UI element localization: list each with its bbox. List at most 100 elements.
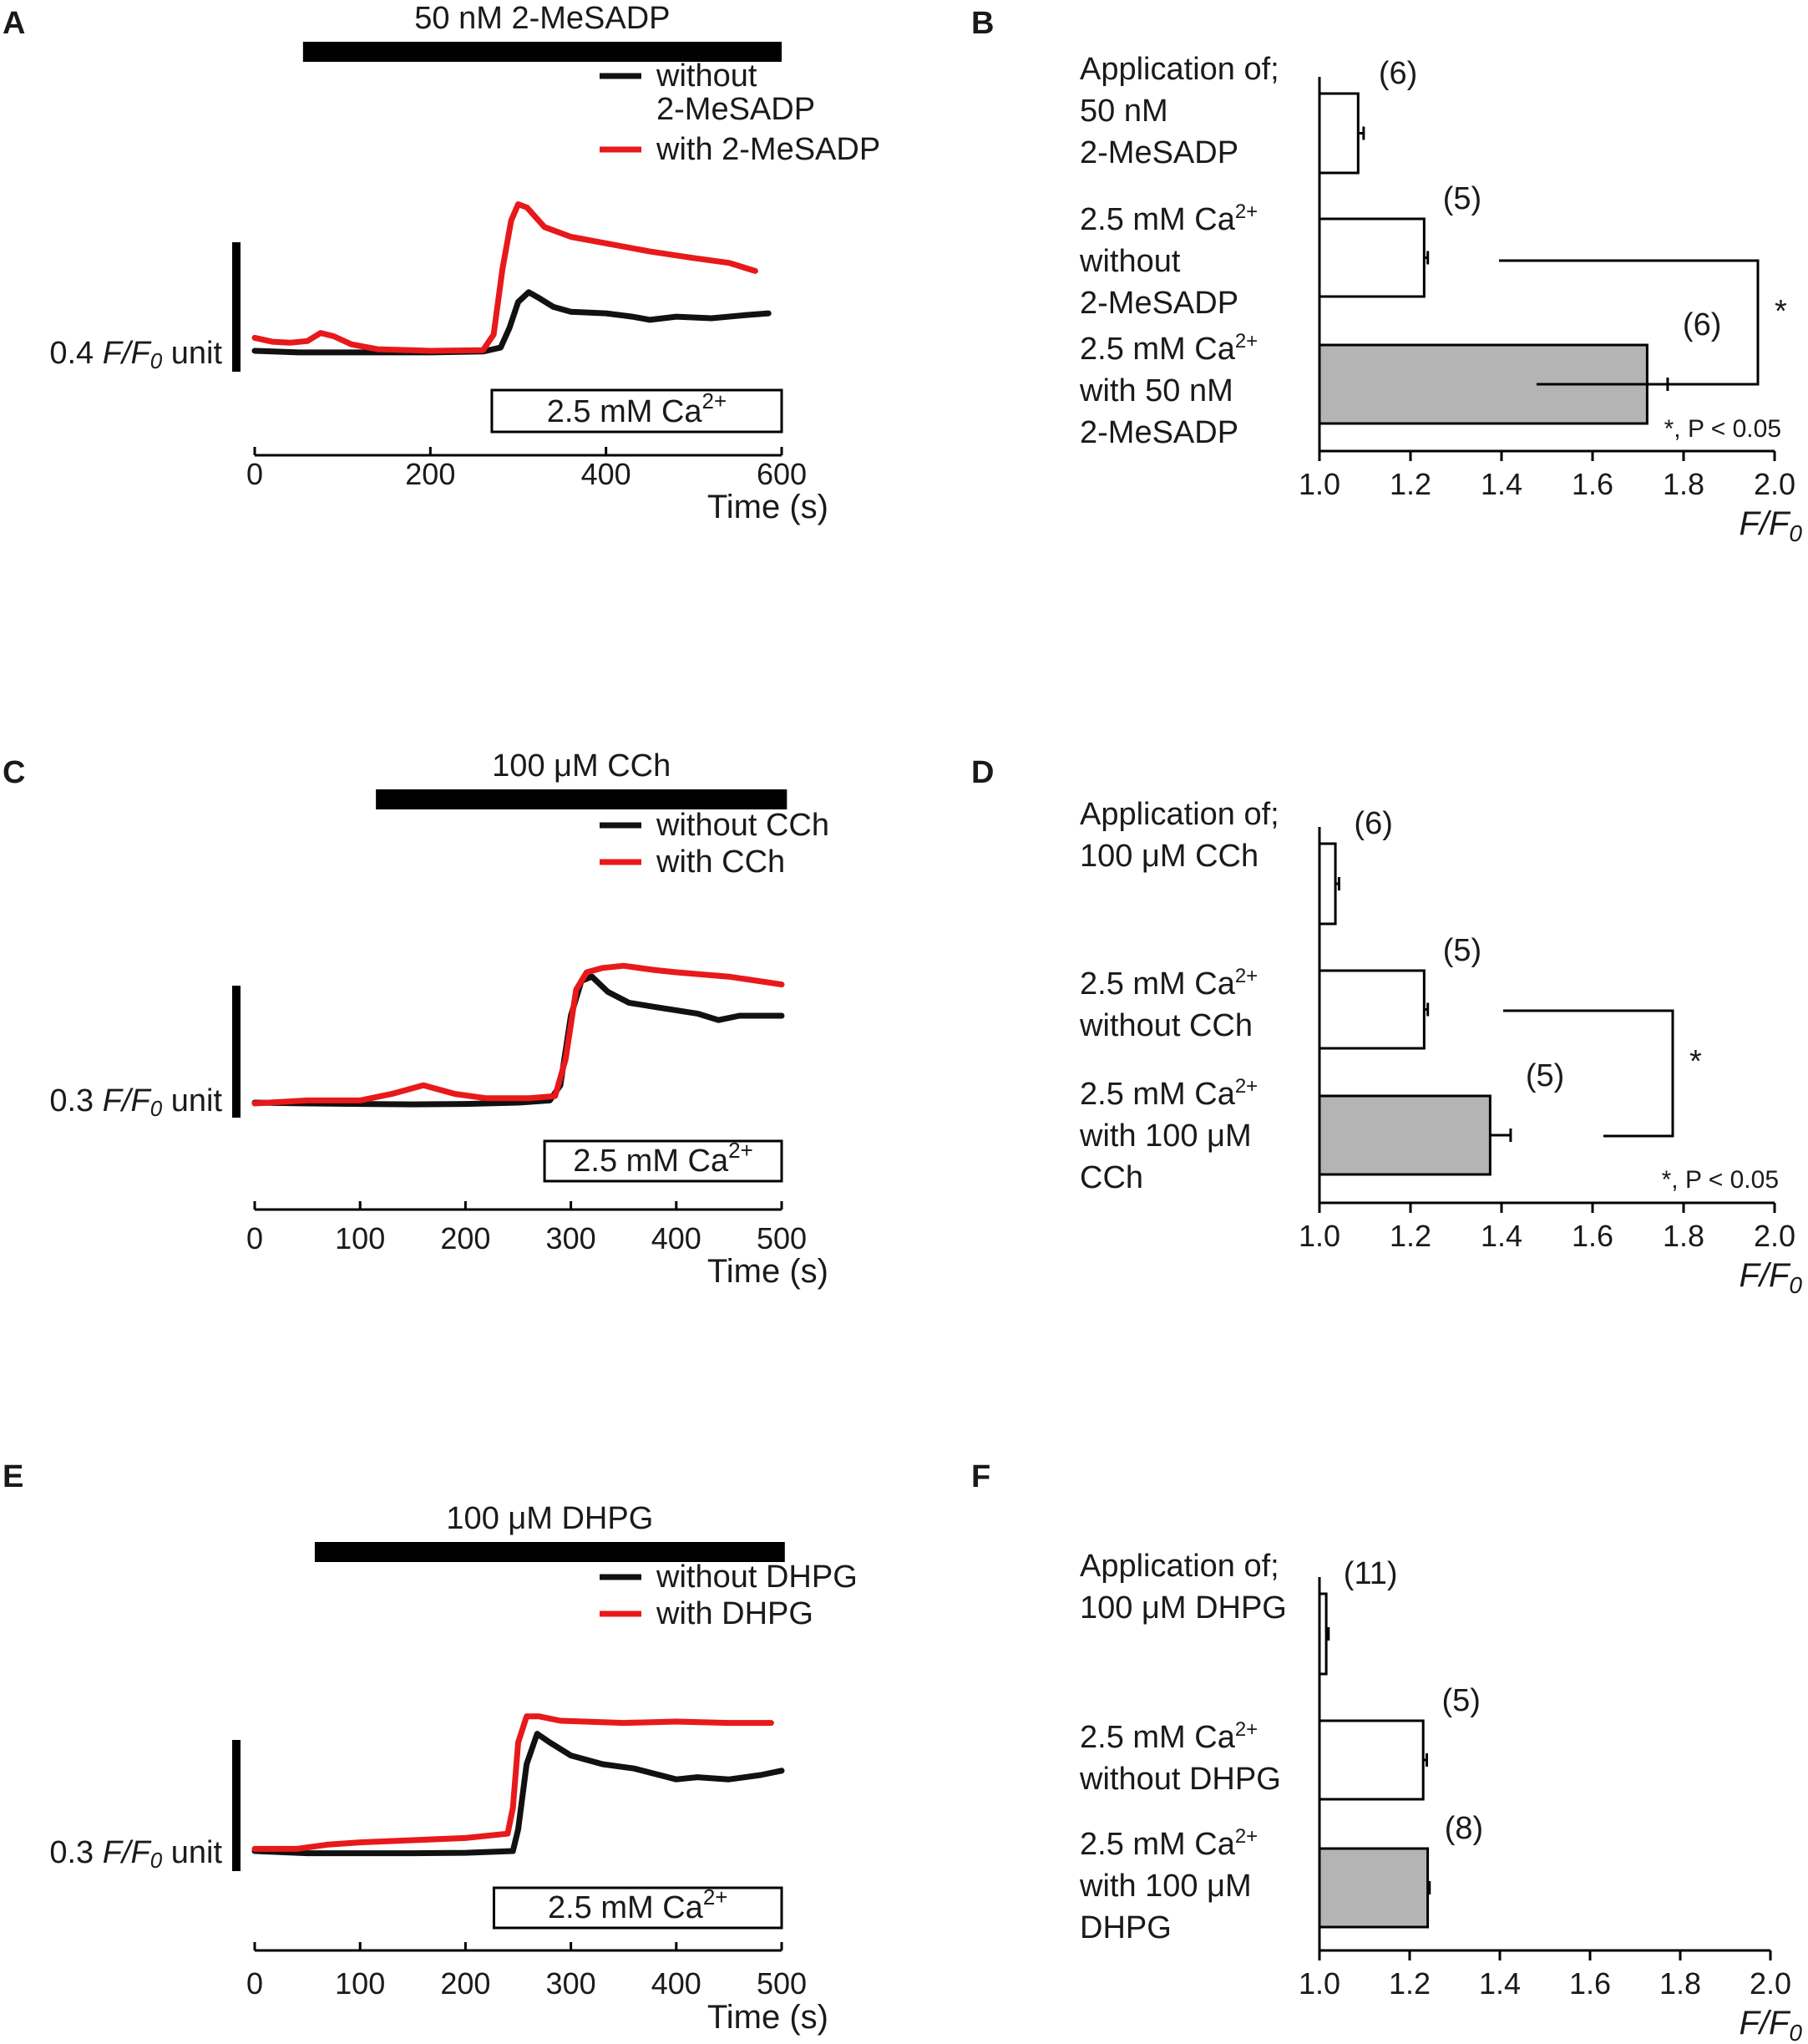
x-tick-label: 200 <box>440 1966 490 2001</box>
category-label: with 100 μM <box>1079 1869 1252 1904</box>
category-label: Application of; <box>1080 52 1279 87</box>
superscript: 2+ <box>1235 200 1258 223</box>
x-tick-label: 300 <box>546 1221 596 1255</box>
bar <box>1318 217 1426 298</box>
scale-value: 0.3 <box>49 1835 102 1870</box>
significance-note: *, P < 0.05 <box>1664 415 1781 443</box>
scale-unit-sub: 0 <box>150 348 163 373</box>
x-tick-label: 100 <box>335 1966 385 2001</box>
category-label: without DHPG <box>1079 1762 1281 1797</box>
category-label: with 50 nM <box>1079 373 1233 408</box>
x-tick-label: 500 <box>757 1966 807 2001</box>
scale-unit-italic: F/F <box>103 1835 152 1870</box>
scale-bar <box>232 1740 241 1871</box>
bar <box>1318 1094 1491 1176</box>
x-tick-label: 2.0 <box>1754 1219 1795 1253</box>
calcium-label: 2.5 mM Ca2+ <box>548 1884 727 1925</box>
scale-unit-sub: 0 <box>150 1848 163 1873</box>
category-label: 50 nM <box>1080 94 1168 129</box>
category-label: Application of; <box>1080 797 1279 832</box>
application-bar <box>314 1542 785 1562</box>
panel-letter: E <box>3 1459 23 1494</box>
category-text-2: 2.5 mM Ca <box>1080 1077 1236 1112</box>
x-axis-title-sub: 0 <box>1789 520 1802 546</box>
application-label: 50 nM 2-MeSADP <box>414 1 670 36</box>
application-bar <box>376 789 788 809</box>
category-text-1: 2.5 mM Ca <box>1080 966 1236 1002</box>
significance-star: * <box>1689 1044 1702 1079</box>
x-tick-label: 600 <box>757 457 807 491</box>
category-label: 2.5 mM Ca2+ <box>1080 330 1258 367</box>
panel-letter: A <box>3 6 25 41</box>
category-text-2: 2.5 mM Ca <box>1080 1827 1236 1862</box>
x-tick-label: 400 <box>651 1966 701 2001</box>
x-tick-label: 0 <box>246 1966 263 2001</box>
significance-bracket <box>1499 259 1760 386</box>
category-label: CCh <box>1080 1160 1143 1195</box>
category-label: without <box>1079 244 1181 279</box>
category-label: 2.5 mM Ca2+ <box>1080 1718 1258 1755</box>
superscript: 2+ <box>1235 330 1258 353</box>
category-text-1: 2.5 mM Ca <box>1080 1720 1236 1755</box>
calcium-label: 2.5 mM Ca2+ <box>547 388 727 429</box>
x-tick-label: 0 <box>246 457 263 491</box>
scale-bar <box>232 986 241 1118</box>
category-label: 2.5 mM Ca2+ <box>1080 200 1258 237</box>
x-tick-label: 1.0 <box>1299 1219 1340 1253</box>
x-tick-label: 1.6 <box>1569 1966 1611 2001</box>
calcium-box <box>492 1886 783 1930</box>
n-label: (5) <box>1443 933 1481 968</box>
x-tick-label: 1.6 <box>1572 467 1613 501</box>
category-text-1: 2.5 mM Ca <box>1080 202 1236 237</box>
calcium-superscript: 2+ <box>703 1884 728 1910</box>
calcium-box <box>543 1139 783 1183</box>
scale-bar <box>232 242 241 372</box>
scale-value: 0.3 <box>49 1083 102 1118</box>
calcium-superscript: 2+ <box>728 1138 753 1163</box>
x-tick-label: 1.8 <box>1659 1966 1701 2001</box>
x-axis-title: F/F0 <box>1739 2005 1802 2044</box>
bar <box>1318 842 1337 926</box>
category-label: with 100 μM <box>1079 1118 1252 1154</box>
application-label: 100 μM DHPG <box>446 1501 653 1536</box>
category-label: 100 μM DHPG <box>1080 1590 1287 1626</box>
x-tick-label: 2.0 <box>1750 1966 1791 2001</box>
bar <box>1318 1719 1425 1801</box>
calcium-text: 2.5 mM Ca <box>548 1890 704 1925</box>
x-tick-label: 1.2 <box>1390 467 1431 501</box>
scale-unit-suffix: unit <box>162 1083 222 1118</box>
application-label: 100 μM CCh <box>492 748 671 784</box>
category-label: 2-MeSADP <box>1080 135 1238 170</box>
category-label: without CCh <box>1079 1008 1253 1043</box>
significance-star: * <box>1775 294 1787 329</box>
category-label: 2.5 mM Ca2+ <box>1080 1075 1258 1112</box>
x-tick-label: 100 <box>335 1221 385 1255</box>
legend-label: without CCh <box>656 808 829 843</box>
category-label: 100 μM CCh <box>1080 839 1259 874</box>
x-tick-label: 1.0 <box>1299 1966 1340 2001</box>
bar <box>1318 969 1426 1050</box>
trace-with-cch <box>251 962 785 1107</box>
scale-unit-italic: F/F <box>103 336 152 371</box>
calcium-superscript: 2+ <box>702 388 727 413</box>
x-tick-label: 1.0 <box>1299 467 1340 501</box>
n-label: (6) <box>1683 307 1721 342</box>
category-text-2: 2.5 mM Ca <box>1080 332 1236 367</box>
trace-without-2-mesadp <box>251 289 772 356</box>
x-axis-title: F/F0 <box>1739 505 1802 546</box>
x-tick-label: 200 <box>405 457 455 491</box>
legend-label: with CCh <box>656 844 785 880</box>
category-label: 2-MeSADP <box>1080 415 1238 450</box>
x-axis-title-sub: 0 <box>1789 2020 1802 2044</box>
category-label: 2.5 mM Ca2+ <box>1080 1825 1258 1862</box>
significance-bracket <box>1503 1009 1674 1138</box>
trace-with-2-mesadp <box>251 201 758 354</box>
superscript: 2+ <box>1235 1075 1258 1098</box>
superscript: 2+ <box>1235 965 1258 987</box>
scale-unit-suffix: unit <box>162 1835 222 1870</box>
significance-note: *, P < 0.05 <box>1662 1166 1779 1194</box>
application-bar <box>302 42 782 62</box>
